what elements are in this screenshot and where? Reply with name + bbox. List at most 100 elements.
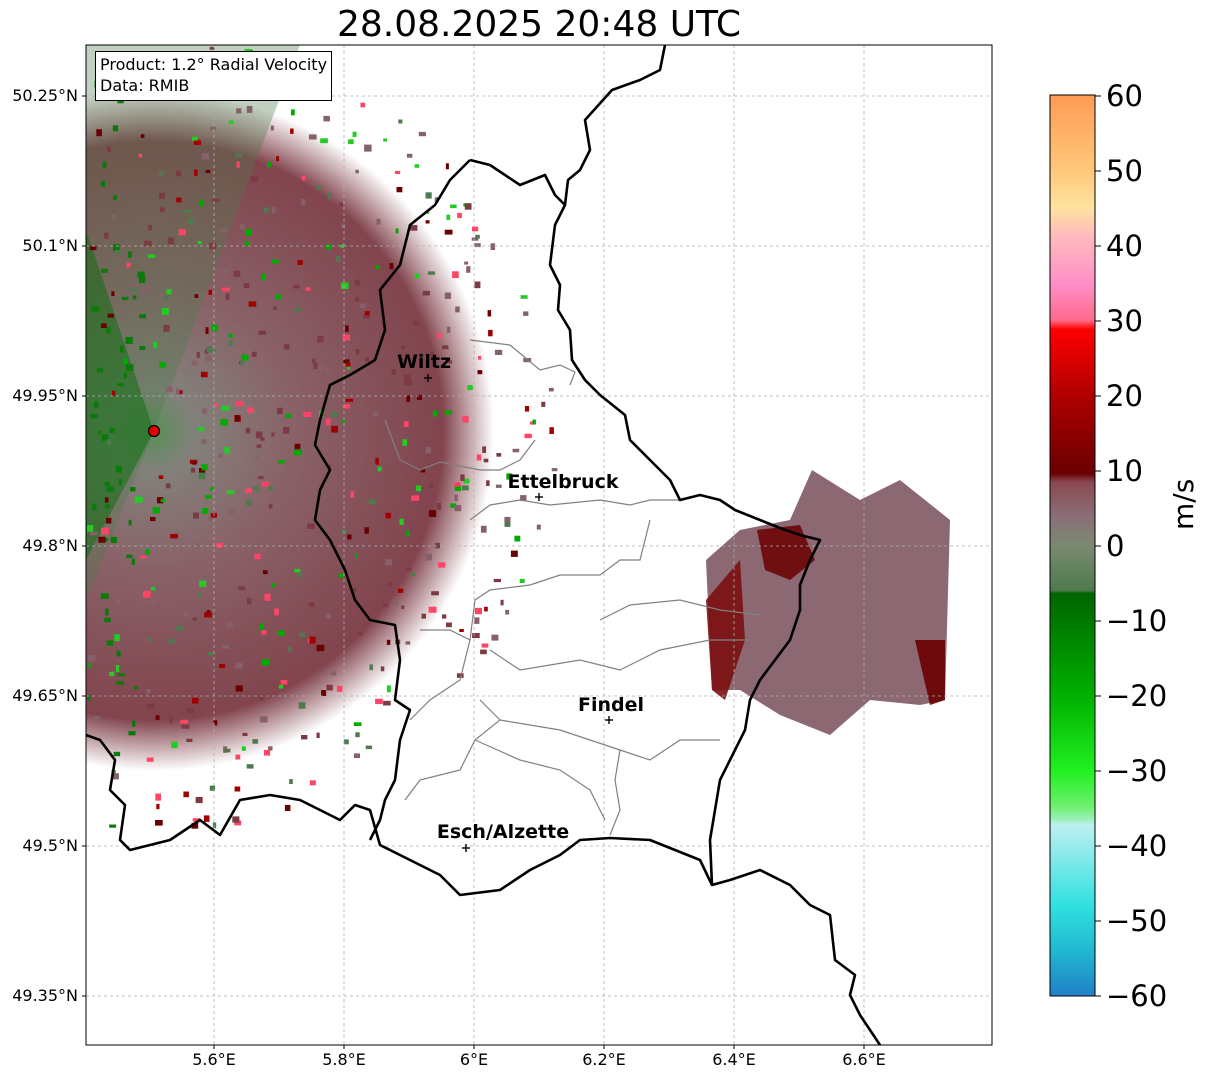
velocity-speckle	[271, 207, 276, 214]
velocity-speckle	[467, 385, 473, 391]
colorbar	[1049, 94, 1096, 997]
velocity-speckle	[261, 630, 267, 635]
velocity-speckle	[355, 296, 360, 302]
velocity-speckle	[402, 439, 408, 446]
velocity-speckle	[386, 639, 391, 645]
velocity-speckle	[405, 641, 411, 645]
velocity-speckle	[192, 136, 198, 141]
velocity-speckle	[191, 360, 197, 366]
data-source-label: Data: RMIB	[100, 76, 190, 95]
velocity-speckle	[327, 192, 331, 199]
velocity-speckle	[425, 220, 430, 224]
velocity-speckle	[208, 289, 212, 295]
velocity-speckle	[117, 673, 125, 677]
velocity-speckle	[215, 543, 223, 548]
velocity-speckle	[410, 225, 418, 231]
velocity-speckle	[111, 291, 115, 297]
velocity-speckle	[101, 268, 108, 273]
velocity-speckle	[132, 295, 137, 300]
velocity-speckle	[261, 659, 270, 666]
velocity-speckle	[192, 617, 197, 621]
velocity-speckle	[457, 212, 462, 219]
velocity-speckle	[395, 228, 399, 234]
colorbar-tick-label: 50	[1106, 154, 1143, 188]
velocity-speckle	[228, 333, 233, 338]
velocity-speckle	[484, 606, 488, 612]
velocity-speckle	[287, 646, 292, 652]
velocity-speckle	[309, 636, 316, 644]
velocity-speckle	[258, 476, 264, 480]
velocity-speckle	[179, 390, 183, 394]
velocity-speckle	[106, 486, 115, 492]
velocity-speckle	[386, 685, 391, 693]
axis-ticks	[82, 95, 865, 1049]
velocity-speckle	[326, 684, 333, 691]
velocity-speckle	[152, 507, 161, 514]
velocity-speckle	[107, 146, 111, 152]
velocity-speckle	[104, 497, 109, 503]
velocity-speckle	[436, 333, 441, 339]
velocity-speckle	[532, 419, 536, 425]
velocity-speckle	[213, 720, 218, 726]
velocity-speckle	[210, 349, 217, 353]
velocity-speckle	[435, 542, 440, 549]
velocity-speckle	[271, 432, 275, 437]
velocity-speckle	[450, 204, 457, 209]
velocity-speckle	[478, 356, 482, 360]
lon-label: 5.8°E	[322, 1050, 366, 1069]
velocity-speckle	[206, 346, 212, 353]
velocity-speckle	[345, 398, 353, 402]
velocity-speckle	[207, 516, 213, 521]
velocity-speckle	[325, 418, 331, 426]
velocity-speckle	[355, 349, 360, 355]
colorbar-tick-label: 0	[1106, 529, 1125, 563]
velocity-speckle	[134, 686, 139, 690]
city-label-findel: Findel	[577, 694, 645, 716]
velocity-speckle	[541, 401, 546, 407]
velocity-speckle	[116, 598, 120, 606]
velocity-speckle	[258, 330, 266, 335]
velocity-speckle	[490, 243, 496, 250]
city-label-ettelbruck: Ettelbruck	[507, 471, 619, 493]
velocity-speckle	[109, 671, 115, 676]
velocity-speckle	[429, 483, 434, 488]
inbound-core	[86, 230, 154, 560]
velocity-speckle	[480, 525, 487, 533]
velocity-speckle	[93, 716, 100, 722]
velocity-speckle	[153, 341, 158, 349]
velocity-speckle	[148, 225, 152, 231]
velocity-speckle	[486, 480, 490, 486]
velocity-speckle	[428, 606, 437, 613]
velocity-speckle	[235, 754, 241, 760]
velocity-speckle	[139, 314, 147, 319]
velocity-speckle	[316, 185, 322, 190]
velocity-speckle	[131, 287, 138, 292]
lat-label: 50.1°N	[22, 236, 78, 255]
velocity-speckle	[309, 780, 316, 786]
velocity-speckle	[307, 523, 315, 529]
velocity-speckle	[195, 542, 199, 550]
velocity-speckle	[292, 284, 300, 289]
velocity-speckle	[317, 335, 324, 343]
colorbar-ticks	[1095, 95, 1101, 997]
product-info-box: Product: 1.2° Radial Velocity Data: RMIB	[95, 51, 333, 101]
velocity-speckle	[132, 720, 136, 727]
velocity-speckle	[141, 286, 149, 292]
colorbar-tick-label: 10	[1106, 454, 1143, 488]
velocity-speckle	[318, 365, 324, 372]
velocity-speckle	[301, 735, 308, 740]
velocity-speckle	[460, 474, 465, 481]
velocity-speckle	[87, 655, 96, 662]
velocity-speckle	[403, 374, 411, 379]
velocity-speckle	[505, 609, 510, 615]
velocity-speckle	[421, 613, 426, 619]
velocity-speckle	[192, 461, 197, 465]
velocity-speckle	[193, 140, 202, 145]
velocity-speckle	[166, 289, 172, 295]
velocity-speckle	[464, 261, 469, 265]
velocity-speckle	[475, 234, 480, 239]
velocity-speckle	[112, 214, 116, 219]
velocity-speckle	[209, 785, 216, 791]
velocity-speckle	[91, 306, 100, 312]
map-frame	[85, 44, 993, 1046]
